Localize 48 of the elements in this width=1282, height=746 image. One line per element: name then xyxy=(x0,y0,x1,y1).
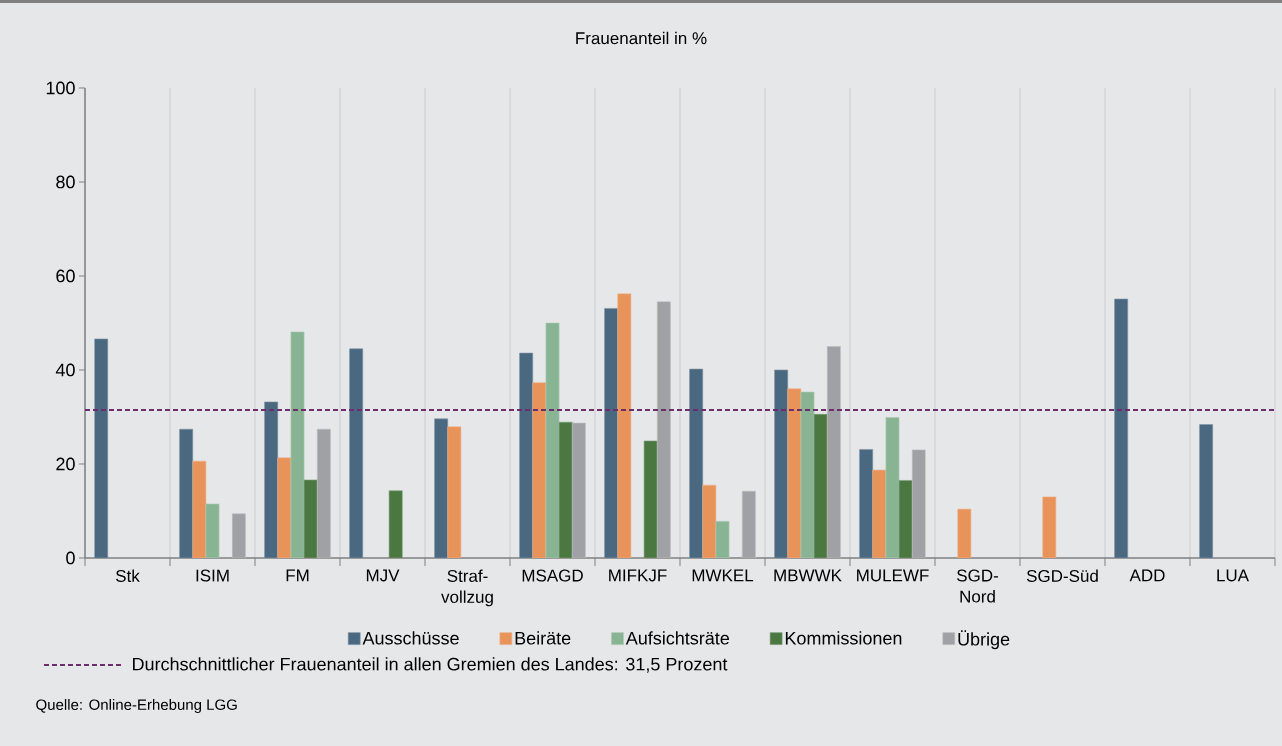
bar xyxy=(813,413,828,558)
legend-label: Kommissionen xyxy=(785,631,902,645)
y-tick-label: 40 xyxy=(55,363,75,377)
legend-label: Beiräte xyxy=(515,631,571,645)
legend-label: Ausschüsse xyxy=(362,631,459,645)
y-tick-label: 60 xyxy=(56,269,75,283)
bar xyxy=(179,428,194,558)
y-tick-label: 0 xyxy=(66,551,75,565)
legend-label: Übrige xyxy=(958,630,1010,650)
bar xyxy=(859,449,874,558)
bar xyxy=(571,422,586,558)
y-tick-label: 100 xyxy=(46,81,75,95)
bar xyxy=(826,346,841,558)
bar xyxy=(1114,298,1129,558)
bar xyxy=(434,418,449,558)
bar xyxy=(1199,424,1214,558)
bar xyxy=(447,426,462,558)
bar xyxy=(558,421,573,558)
bar xyxy=(656,301,671,558)
bar xyxy=(787,388,802,558)
bar xyxy=(94,338,109,558)
bar xyxy=(604,308,619,558)
legend-label: Durchschnittlicher Frauenanteil in allen Gremien des Landes: 31,5 Prozent xyxy=(133,657,728,673)
chart-title: Frauenanteil in % xyxy=(576,31,707,45)
x-tick-label: MJV xyxy=(366,569,400,582)
x-tick-label: ADD xyxy=(1129,569,1165,582)
x-tick-label: Stk xyxy=(116,569,140,583)
bar xyxy=(689,368,704,558)
bar xyxy=(316,428,331,558)
x-tick-label: FM xyxy=(286,569,309,582)
bar xyxy=(349,348,364,558)
x-tick-label: MULEWF xyxy=(857,569,929,582)
x-tick-label: MIFKJF xyxy=(609,569,667,582)
x-tick-label: MBWWK xyxy=(774,569,842,582)
x-tick-label: MSAGD xyxy=(522,569,583,582)
bar xyxy=(617,293,632,558)
x-tick-label: SGD-Nord xyxy=(957,569,998,603)
y-tick-label: 20 xyxy=(56,457,75,471)
x-tick-label: LUA xyxy=(1217,569,1249,582)
bar xyxy=(519,352,534,558)
x-tick-label: SGD-Süd xyxy=(1026,569,1098,583)
x-tick-label: ISIM xyxy=(196,569,229,582)
source-note: Quelle: Online-Erhebung LGG xyxy=(36,698,237,713)
y-tick-label: 80 xyxy=(56,175,75,189)
x-tick-label: Straf-vollzug xyxy=(441,569,493,607)
legend-label: Aufsichtsräte xyxy=(625,631,730,645)
bar xyxy=(532,382,547,558)
x-tick-label: MWKEL xyxy=(692,569,754,582)
